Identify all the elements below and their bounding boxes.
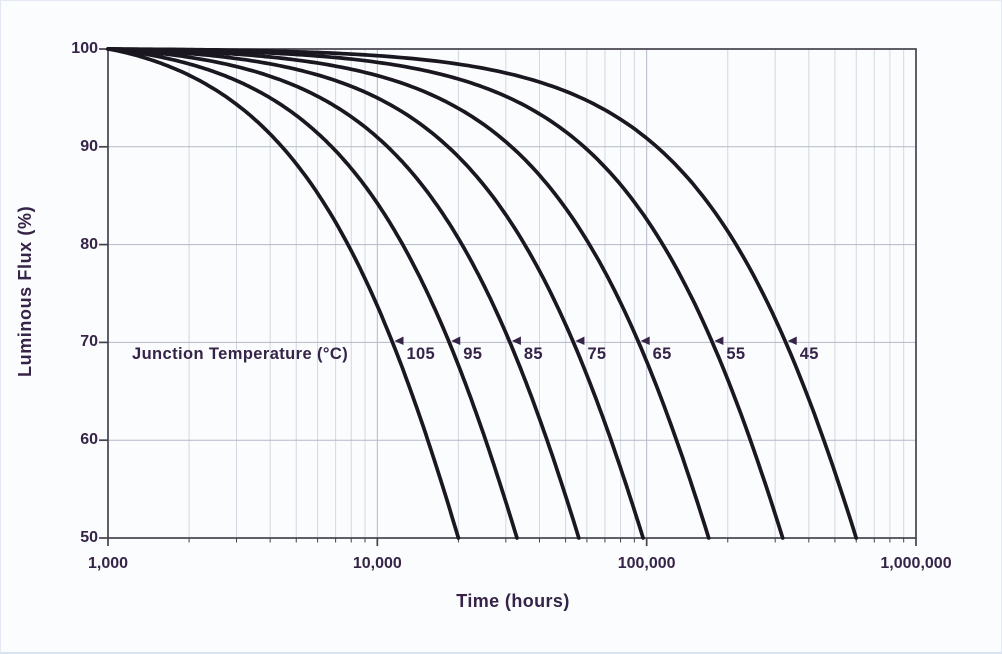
- series-label-arrow-105c: [394, 336, 404, 345]
- x-tick-label-1000000: 1,000,000: [880, 555, 952, 572]
- y-tick-label-50: 50: [80, 529, 98, 546]
- flux-curve-95c: [106, 47, 519, 540]
- x-tick-label-100000: 100,000: [617, 555, 676, 572]
- series-label-arrow-75c: [575, 336, 585, 345]
- y-tick-label-90: 90: [80, 137, 98, 155]
- flux-curve-55c: [106, 47, 785, 540]
- y-axis-title: Luminous Flux (%): [15, 205, 35, 377]
- series-label-65c: 65: [652, 345, 672, 363]
- x-tick-label-1000: 1,000: [87, 555, 129, 572]
- y-tick-label-70: 70: [80, 333, 98, 351]
- series-label-85c: 85: [523, 345, 543, 363]
- plot-frame: [107, 48, 917, 539]
- series-label-105c: 105: [406, 345, 435, 363]
- y-tick-label-80: 80: [80, 235, 98, 253]
- y-tick-label-60: 60: [80, 431, 98, 449]
- series-label-95c: 95: [463, 345, 483, 363]
- flux-curve-105c: [106, 47, 461, 540]
- series-label-45c: 45: [799, 345, 819, 363]
- flux-curve-75c: [106, 47, 645, 540]
- y-tick-label-100: 100: [71, 40, 98, 57]
- series-label-arrow-45c: [787, 336, 797, 345]
- series-label-55c: 55: [726, 345, 746, 363]
- junction-temperature-annotation: Junction Temperature (°C): [132, 345, 349, 363]
- series-label-arrow-95c: [451, 336, 461, 345]
- series-label-75c: 75: [587, 345, 607, 363]
- flux-curve-45c: [106, 47, 859, 540]
- series-label-arrow-65c: [640, 336, 650, 345]
- x-tick-label-10000: 10,000: [352, 555, 402, 572]
- x-axis-title: Time (hours): [456, 591, 570, 611]
- series-label-arrow-85c: [511, 336, 521, 345]
- flux-curve-85c: [106, 47, 581, 540]
- series-label-arrow-55c: [714, 336, 724, 345]
